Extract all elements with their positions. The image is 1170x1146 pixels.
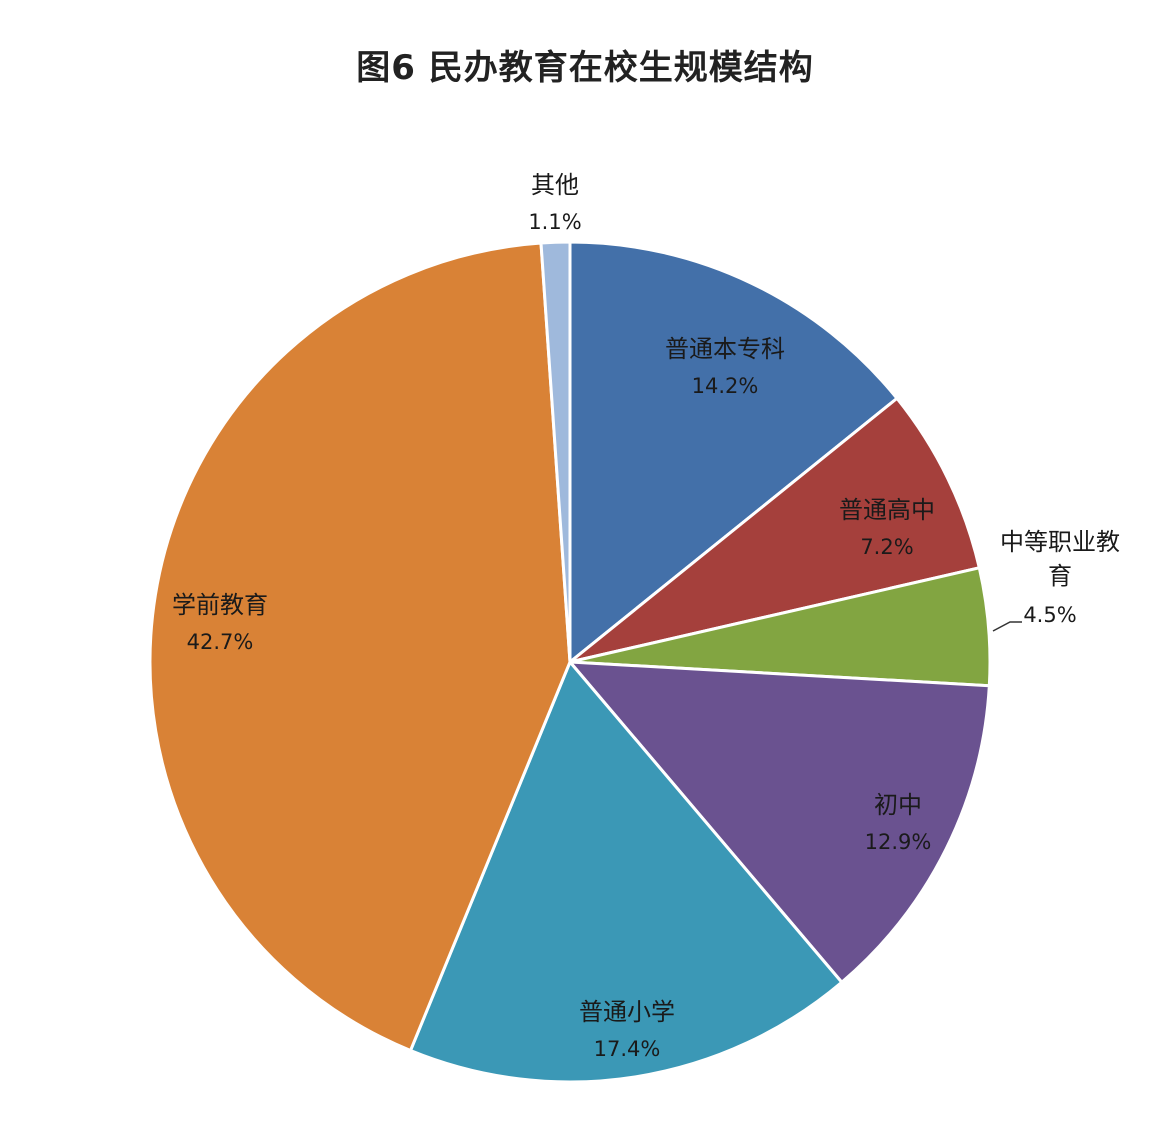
pie-slice-7 xyxy=(539,240,572,663)
pie-labels: 普通本专科 14.2% 普通高中 7.2% 中等职业教育 4.5% 初中 12.9% 普通小学 1… xyxy=(172,171,1120,1061)
chart-title: 图6 民办教育在校生规模结构 xyxy=(356,48,814,88)
pie-slice-6 xyxy=(148,241,572,1053)
slice-label-name: 学前教育 xyxy=(172,591,268,619)
slice-label-value: 17.4% xyxy=(594,1037,661,1061)
slice-label-value: 4.5% xyxy=(1023,603,1076,627)
slice-label-name: 普通高中 xyxy=(839,496,935,524)
slice-label-value: 1.1% xyxy=(528,210,581,234)
slice-label-name: 中等职业教育 xyxy=(1000,528,1120,590)
pie-slices xyxy=(148,240,992,1084)
slice-label-value: 42.7% xyxy=(187,630,254,654)
slice-label-value: 12.9% xyxy=(865,830,932,854)
pie-slice-5 xyxy=(408,659,844,1084)
slice-label-value: 7.2% xyxy=(860,535,913,559)
leader-line xyxy=(992,621,1022,632)
pie-slice-1 xyxy=(568,240,900,666)
slice-label-name: 初中 xyxy=(874,791,922,819)
slice-label-name: 普通本专科 xyxy=(665,335,785,363)
pie-slice-4 xyxy=(566,660,991,985)
slice-label-name: 其他 xyxy=(531,171,579,199)
pie-leader-lines xyxy=(992,621,1022,632)
slice-label-value: 14.2% xyxy=(692,374,759,398)
pie-slice-2 xyxy=(569,396,982,664)
slice-label-name: 普通小学 xyxy=(579,998,675,1026)
